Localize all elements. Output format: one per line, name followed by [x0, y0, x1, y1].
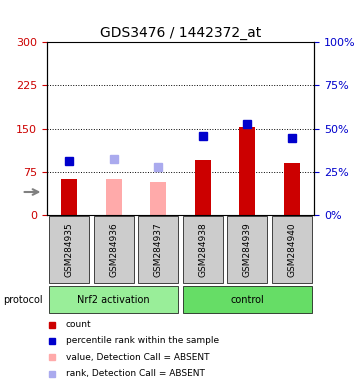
Text: GSM284937: GSM284937 [154, 222, 163, 277]
Text: GSM284935: GSM284935 [65, 222, 74, 277]
FancyBboxPatch shape [138, 217, 178, 283]
Text: Nrf2 activation: Nrf2 activation [77, 295, 150, 305]
Title: GDS3476 / 1442372_at: GDS3476 / 1442372_at [100, 26, 261, 40]
Text: percentile rank within the sample: percentile rank within the sample [66, 336, 219, 346]
Bar [284, 163, 300, 215]
FancyBboxPatch shape [183, 286, 312, 313]
Text: GSM284936: GSM284936 [109, 222, 118, 277]
Text: rank, Detection Call = ABSENT: rank, Detection Call = ABSENT [66, 369, 204, 378]
FancyBboxPatch shape [227, 217, 267, 283]
FancyBboxPatch shape [183, 217, 223, 283]
Text: control: control [230, 295, 264, 305]
FancyBboxPatch shape [93, 217, 134, 283]
Bar [239, 127, 255, 215]
Bar [151, 182, 166, 215]
Text: GSM284938: GSM284938 [198, 222, 207, 277]
FancyBboxPatch shape [272, 217, 312, 283]
Bar [195, 161, 210, 215]
FancyBboxPatch shape [49, 217, 89, 283]
Text: protocol: protocol [4, 295, 43, 305]
Text: count: count [66, 320, 91, 329]
Bar [106, 179, 122, 215]
Bar [61, 179, 77, 215]
Text: value, Detection Call = ABSENT: value, Detection Call = ABSENT [66, 353, 209, 362]
FancyBboxPatch shape [49, 286, 178, 313]
Text: GSM284939: GSM284939 [243, 222, 252, 277]
Text: GSM284940: GSM284940 [287, 222, 296, 277]
